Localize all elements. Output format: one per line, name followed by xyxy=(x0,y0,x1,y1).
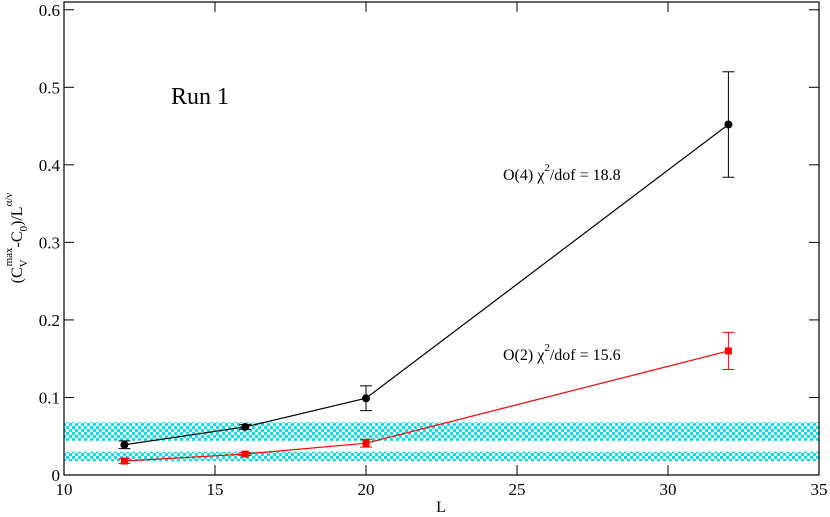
annotation-part: O(4) χ xyxy=(503,167,545,184)
series-line xyxy=(124,124,729,446)
point xyxy=(362,394,370,403)
x-tick-label: 35 xyxy=(811,480,828,499)
y-tick-label: 0.6 xyxy=(39,1,60,20)
y-label-sub: 0 xyxy=(18,225,30,231)
y-tick-label: 0.1 xyxy=(39,388,60,407)
y-label-sup: max xyxy=(3,247,15,266)
point xyxy=(724,347,732,355)
run-label: Run 1 xyxy=(171,84,229,110)
y-tick-label: 0.5 xyxy=(39,78,60,97)
y-tick-label: 0.3 xyxy=(39,233,60,252)
annotation-sup: 2 xyxy=(544,162,550,174)
x-tick-label: 10 xyxy=(56,480,73,499)
x-tick-label: 25 xyxy=(509,480,526,499)
annotation: O(2) χ2/dof = 15.6 xyxy=(503,342,621,364)
annotation-part: /dof = 15.6 xyxy=(550,347,621,364)
x-tick-label: 20 xyxy=(358,480,375,499)
point xyxy=(120,440,129,449)
y-label-sup: α/ν xyxy=(3,193,15,207)
annotation: O(4) χ2/dof = 18.8 xyxy=(503,162,621,184)
y-tick-label: 0.4 xyxy=(39,156,61,175)
y-label-part: (C xyxy=(9,267,26,283)
band xyxy=(64,422,819,441)
annotation-part: /dof = 18.8 xyxy=(550,167,621,184)
point xyxy=(120,457,128,465)
x-tick-label: 15 xyxy=(207,480,224,499)
plot-frame xyxy=(63,1,820,476)
point xyxy=(241,422,250,431)
y-tick-label: 0.2 xyxy=(39,311,60,330)
band xyxy=(64,451,819,462)
y-tick-label: 0 xyxy=(52,466,61,485)
x-axis-label: L xyxy=(436,499,446,516)
annotation-part: O(2) χ xyxy=(503,347,545,364)
y-label-part: -C xyxy=(9,231,26,247)
y-label-part: )/L xyxy=(9,206,26,226)
y-label-sub: V xyxy=(18,259,30,267)
point xyxy=(724,120,733,129)
y-axis-label: (CVmax-C0)/Lα/ν xyxy=(3,193,30,284)
x-tick-label: 30 xyxy=(660,480,677,499)
series-line xyxy=(124,350,729,462)
annotation-sup: 2 xyxy=(544,342,550,354)
point xyxy=(241,450,249,458)
point xyxy=(362,439,370,447)
